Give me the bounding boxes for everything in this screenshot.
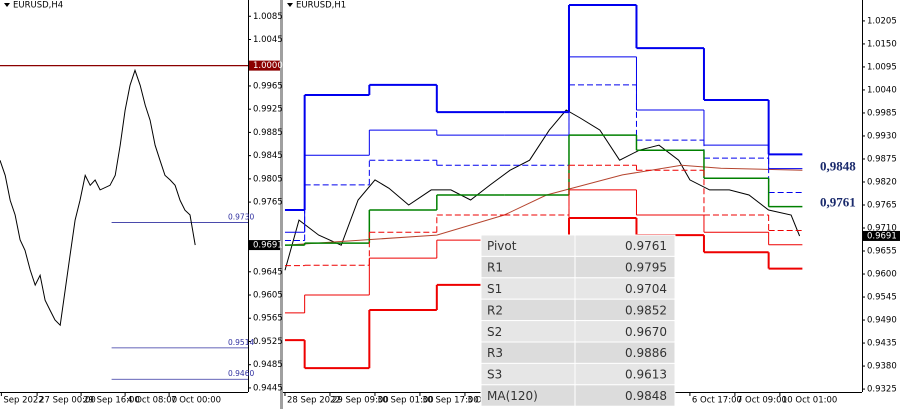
y-tick-label: 0.9600: [867, 270, 897, 280]
level-value: 0.9670: [625, 325, 667, 339]
chart-title: EURUSD,H4: [13, 1, 63, 11]
level-label: 0.9460: [228, 369, 254, 378]
x-tick-label: 30 Sep 17:00: [422, 396, 479, 406]
x-tick-label: 7 Oct 09:00: [737, 396, 787, 406]
y-tick-label: 1.0150: [867, 39, 897, 49]
current-price-label: 0.9691: [253, 241, 283, 251]
y-tick-label: 0.9445: [253, 383, 283, 393]
level-value: 0.9795: [625, 261, 667, 275]
level-name: Pivot: [487, 239, 517, 253]
level-name: S2: [487, 325, 502, 339]
y-tick-label: 0.9490: [867, 316, 897, 326]
y-tick-label: 0.9765: [253, 198, 283, 208]
chart-title: EURUSD,H1: [296, 1, 346, 11]
y-tick-label: 0.9485: [253, 360, 283, 370]
level-value: 0.9848: [625, 389, 667, 403]
y-tick-label: 0.9845: [253, 151, 283, 161]
current-price-box: [863, 230, 900, 241]
y-tick-label: 0.9525: [253, 337, 283, 347]
level-annotation: 0,9848: [820, 158, 856, 173]
x-tick-label: Sep 2022: [3, 396, 43, 406]
title-arrow: [4, 3, 10, 7]
x-tick-label: 7 Oct 00:00: [171, 396, 221, 406]
y-tick-label: 0.9605: [253, 291, 283, 301]
current-price-box: [249, 240, 280, 251]
x-tick-label: 29 Sep 16:00: [83, 396, 140, 406]
x-tick-label: 6 Oct 17:00: [692, 396, 742, 406]
level-value: 0.9704: [625, 282, 667, 296]
level-name: R1: [487, 261, 503, 275]
level-value: 0.9886: [625, 346, 667, 360]
price-line: [284, 164, 803, 246]
y-tick-label: 0.9545: [867, 293, 897, 303]
price-line: [0, 68, 196, 327]
level-name: S3: [487, 368, 502, 382]
y-tick-label: 0.9925: [253, 105, 283, 115]
y-tick-label: 0.9985: [867, 108, 897, 118]
x-tick-label: 30 Sep 01:00: [377, 396, 434, 406]
y-tick-label: 0.9820: [867, 177, 897, 187]
level-value: 0.9852: [625, 303, 667, 317]
level-name: R3: [487, 346, 503, 360]
x-tick-label: 29 Sep 09:00: [332, 396, 389, 406]
y-tick-label: 1.0095: [867, 62, 897, 72]
y-tick-label: 0.9875: [867, 154, 897, 164]
y-tick-label: 1.0040: [867, 85, 897, 95]
x-tick-label: 28 Sep 2022: [287, 396, 341, 406]
level-price-label: 1.0000: [253, 61, 283, 71]
plot: [0, 65, 248, 380]
x-tick-label: 10 Oct 01:00: [782, 396, 837, 406]
current-price-label: 0.9691: [867, 231, 897, 241]
y-tick-label: 0.9565: [253, 314, 283, 324]
y-tick-label: 1.0085: [253, 12, 283, 22]
level-annotation: 0,9761: [820, 195, 856, 210]
level-name: S1: [487, 282, 502, 296]
y-tick-label: 0.9655: [867, 247, 897, 257]
y-tick-label: 0.9930: [867, 131, 897, 141]
y-tick-label: 0.9765: [867, 200, 897, 210]
x-tick-label: 4 Oct 08:00: [127, 396, 177, 406]
x-tick-label: 27 Sep 00:00: [39, 396, 96, 406]
price-line: [284, 109, 801, 271]
level-price-box: [249, 60, 280, 71]
level-label: 0.9514: [228, 338, 254, 347]
y-tick-label: 1.0205: [867, 16, 897, 26]
y-tick-label: 0.9885: [253, 128, 283, 138]
level-name: MA(120): [487, 389, 538, 403]
table-cell: [574, 384, 676, 407]
title-arrow: [287, 3, 293, 7]
y-tick-label: 0.9805: [253, 174, 283, 184]
y-tick-label: 1.0045: [253, 35, 283, 45]
y-tick-label: 0.9645: [253, 267, 283, 277]
level-value: 0.9761: [625, 239, 667, 253]
y-tick-label: 0.9965: [253, 81, 283, 91]
panel-divider: [280, 0, 283, 409]
y-tick-label: 0.9710: [867, 224, 897, 234]
y-tick-label: 0.9325: [867, 385, 897, 395]
level-value: 0.9613: [625, 368, 667, 382]
y-tick-label: 0.9435: [867, 339, 897, 349]
y-tick-label: 0.9380: [867, 362, 897, 372]
level-label: 0.9730: [228, 212, 254, 221]
level-name: R2: [487, 303, 503, 317]
